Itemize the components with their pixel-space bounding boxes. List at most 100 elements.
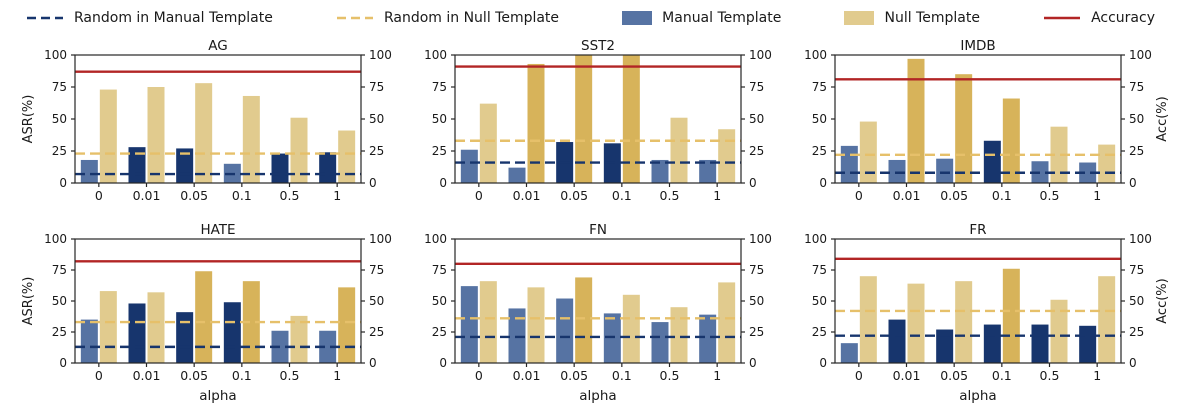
subplot-FN: FN 0 0 25 25 50 50 75 75 100 100 0 0.01 0.05 0.1 0.5 1 al…	[424, 222, 772, 404]
bar-manual-template-1	[699, 159, 717, 183]
legend-item-random-null: Random in Null Template	[336, 10, 559, 26]
y-tick-label-right: 50	[369, 112, 384, 126]
bar-manual-template-0	[80, 319, 98, 363]
y-axis-label-acc: Acc(%)	[1155, 96, 1170, 141]
x-tick-label: 1	[333, 188, 341, 203]
legend-item-null-template: Null Template	[844, 10, 980, 26]
y-tick-label-right: 25	[369, 325, 384, 339]
plot-frame	[454, 238, 742, 364]
x-tick-label: 0.1	[612, 368, 632, 383]
bar-null-template-0	[859, 121, 877, 183]
x-tick-label: 0.1	[992, 188, 1012, 203]
x-tick-label: 0.5	[280, 368, 300, 383]
bar-manual-template-0	[840, 343, 858, 363]
bar-null-template-1	[1098, 144, 1116, 183]
dashed-line-icon	[336, 16, 373, 20]
subplot-IMDB: IMDB 0 0 25 25 50 50 75 75 100 100 0 0.01 0.05 0.1 0.5 1…	[804, 38, 1170, 203]
y-tick-label-right: 25	[1129, 144, 1144, 158]
plot-frame	[834, 238, 1122, 364]
legend-label: Random in Null Template	[383, 10, 560, 26]
bar-manual-template-1	[699, 314, 717, 363]
y-tick-label-right: 0	[1129, 356, 1137, 370]
y-tick-label-right: 25	[1129, 325, 1144, 339]
x-tick-label: 0.1	[232, 368, 252, 383]
legend-label: Random in Manual Template	[74, 10, 273, 26]
x-tick-label: 0.05	[940, 368, 968, 383]
y-tick-label-right: 0	[369, 176, 377, 190]
y-tick-label-left: 25	[812, 144, 827, 158]
x-tick-label: 0.01	[893, 368, 921, 383]
x-tick-label: 1	[713, 188, 721, 203]
y-tick-label-right: 50	[749, 294, 764, 308]
y-axis-label-asr: ASR(%)	[21, 95, 36, 144]
plot-frame	[74, 238, 362, 364]
y-tick-label-right: 0	[749, 176, 757, 190]
x-tick-label: 0.01	[133, 368, 161, 383]
bar-null-template-0.05	[955, 281, 973, 363]
bar-manual-template-0	[460, 286, 478, 363]
bar-null-template-0.5	[290, 315, 308, 363]
bar-manual-template-0.05	[176, 312, 194, 363]
y-tick-label-left: 100	[804, 232, 827, 246]
subplot-title: HATE	[200, 222, 235, 238]
x-axis-label: alpha	[579, 388, 616, 404]
y-tick-label-right: 75	[369, 80, 384, 94]
bar-null-template-0.1	[622, 55, 640, 183]
y-tick-label-left: 100	[424, 48, 447, 62]
bar-null-template-0.05	[955, 74, 973, 183]
bar-manual-template-0.01	[888, 319, 906, 363]
bar-null-template-0	[479, 103, 497, 183]
y-tick-label-right: 100	[369, 232, 392, 246]
bar-manual-template-0.01	[888, 159, 906, 183]
bar-null-template-0	[859, 276, 877, 363]
y-tick-label-right: 25	[369, 144, 384, 158]
y-tick-label-right: 100	[369, 48, 392, 62]
x-tick-label: 0.5	[660, 368, 680, 383]
bar-null-template-0	[479, 281, 497, 363]
y-tick-label-left: 75	[812, 80, 827, 94]
bar-null-template-0.05	[195, 271, 213, 363]
x-tick-label: 0	[475, 368, 483, 383]
y-tick-label-left: 75	[432, 263, 447, 277]
subplot-HATE: HATE 0 0 25 25 50 50 75 75 100 100 0 0.01 0.05 0.1 0.5 1…	[21, 222, 392, 404]
legend-item-random-manual: Random in Manual Template	[26, 10, 273, 26]
y-tick-label-right: 50	[749, 112, 764, 126]
x-tick-label: 0	[95, 368, 103, 383]
y-tick-label-right: 75	[749, 80, 764, 94]
y-tick-label-left: 0	[59, 356, 67, 370]
x-tick-label: 0	[855, 188, 863, 203]
legend-label: Null Template	[884, 10, 980, 26]
x-tick-label: 0.01	[513, 368, 541, 383]
y-tick-label-right: 75	[369, 263, 384, 277]
y-tick-label-left: 100	[424, 232, 447, 246]
bar-manual-template-0.05	[936, 329, 954, 363]
x-tick-label: 0.05	[560, 188, 588, 203]
bar-manual-template-0.1	[603, 313, 621, 363]
y-tick-label-right: 75	[749, 263, 764, 277]
bar-manual-template-1	[1079, 325, 1097, 363]
bar-manual-template-0.1	[983, 324, 1001, 363]
bar-null-template-0.05	[575, 55, 593, 183]
y-tick-label-right: 100	[749, 48, 772, 62]
x-tick-label: 0.05	[180, 188, 208, 203]
bar-manual-template-1	[1079, 162, 1097, 183]
bar-manual-template-0.1	[223, 302, 241, 363]
y-tick-label-left: 25	[52, 144, 67, 158]
x-tick-label: 1	[713, 368, 721, 383]
legend-label: Accuracy	[1091, 10, 1155, 26]
plot-frame	[74, 54, 362, 184]
bar-null-template-1	[338, 130, 356, 183]
x-tick-label: 0	[475, 188, 483, 203]
y-tick-label-left: 50	[812, 112, 827, 126]
dashed-line-icon	[27, 16, 63, 20]
y-tick-label-right: 25	[749, 325, 764, 339]
bar-null-template-0.01	[527, 63, 545, 183]
bar-null-template-0.1	[622, 294, 640, 363]
y-tick-label-left: 100	[804, 48, 827, 62]
y-tick-label-left: 75	[812, 263, 827, 277]
x-tick-label: 0.05	[560, 368, 588, 383]
x-tick-label: 0.5	[1040, 188, 1060, 203]
bar-manual-template-0	[80, 159, 98, 183]
y-tick-label-left: 0	[439, 176, 447, 190]
bar-null-template-0.05	[575, 277, 593, 363]
